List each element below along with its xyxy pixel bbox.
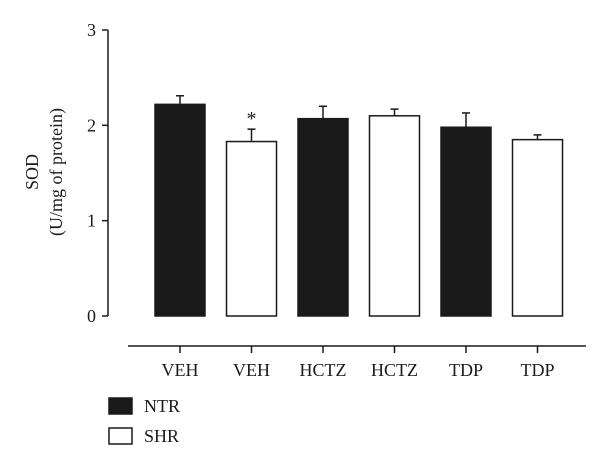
bar-shr: [511, 138, 564, 317]
y-tick-label: 0: [87, 306, 96, 326]
bar-shr: [225, 140, 278, 317]
x-tick-label: TDP: [520, 360, 554, 380]
y-axis-label: SOD: [22, 154, 42, 190]
bar-ntr: [297, 117, 349, 317]
plot-area: 0 1 2 3 VEH VEH * HCTZ HCTZ TDP TDP: [87, 20, 586, 380]
x-tick-label: HCTZ: [371, 360, 418, 380]
bar-ntr: [154, 103, 206, 317]
y-axis-unit-label: (U/mg of protein): [46, 108, 67, 236]
y-tick-label: 1: [87, 211, 96, 231]
x-tick-label: VEH: [162, 360, 199, 380]
legend-label-shr: SHR: [144, 426, 179, 446]
legend-swatch-shr: [108, 427, 133, 445]
y-tick-label: 3: [87, 20, 96, 40]
legend-label-ntr: NTR: [144, 396, 180, 416]
x-tick-label: TDP: [449, 360, 483, 380]
x-tick-label: VEH: [233, 360, 270, 380]
y-tick-label: 2: [87, 115, 96, 135]
bar-ntr: [440, 126, 492, 317]
x-tick-label: HCTZ: [300, 360, 347, 380]
bar-shr: [368, 115, 421, 317]
legend: NTR SHR: [108, 396, 180, 446]
significance-marker: *: [247, 108, 257, 130]
legend-swatch-ntr: [108, 397, 133, 415]
